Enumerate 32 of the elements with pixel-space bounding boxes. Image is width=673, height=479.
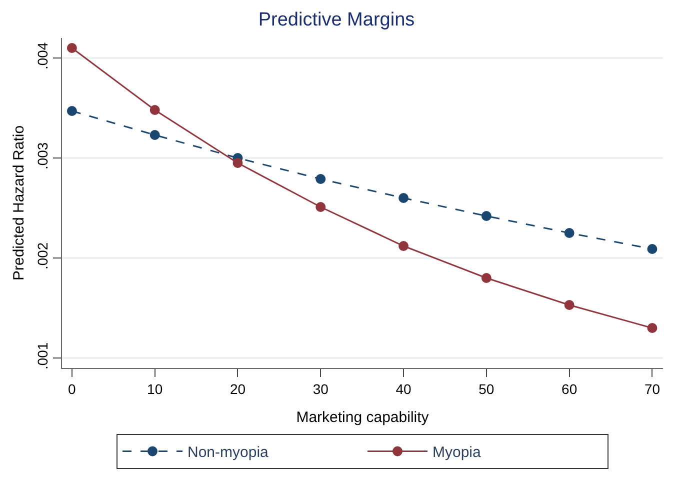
- y-axis-title: Predicted Hazard Ratio: [10, 125, 28, 281]
- x-tick-label: 50: [478, 380, 494, 397]
- x-tick-label: 0: [68, 380, 76, 397]
- x-tick-label: 60: [562, 380, 578, 397]
- point: [481, 273, 492, 283]
- point: [564, 300, 574, 310]
- point: [398, 193, 409, 203]
- point: [481, 211, 492, 221]
- x-axis-title: Marketing capability: [296, 408, 430, 426]
- legend-label: Non-myopia: [188, 444, 270, 462]
- y-tick-label: .002: [34, 242, 50, 270]
- point: [232, 158, 243, 168]
- x-tick-label: 40: [396, 380, 412, 397]
- point: [66, 106, 77, 116]
- point: [150, 105, 160, 115]
- point: [316, 202, 326, 212]
- point: [647, 244, 658, 254]
- point: [564, 228, 574, 238]
- point: [398, 241, 409, 251]
- x-tick-label: 20: [230, 380, 246, 397]
- point: [150, 130, 160, 140]
- x-tick-label: 30: [312, 380, 329, 397]
- y-tick-label: .003: [34, 142, 50, 170]
- point: [647, 323, 658, 333]
- point: [66, 43, 77, 53]
- chart-title: Predictive Margins: [258, 9, 415, 30]
- y-tick-label: .004: [34, 42, 50, 70]
- y-tick-label: .001: [34, 342, 50, 370]
- x-tick-label: 10: [147, 380, 163, 397]
- x-tick-label: 70: [644, 380, 660, 397]
- point: [316, 174, 326, 184]
- legend-label: Myopia: [432, 444, 482, 462]
